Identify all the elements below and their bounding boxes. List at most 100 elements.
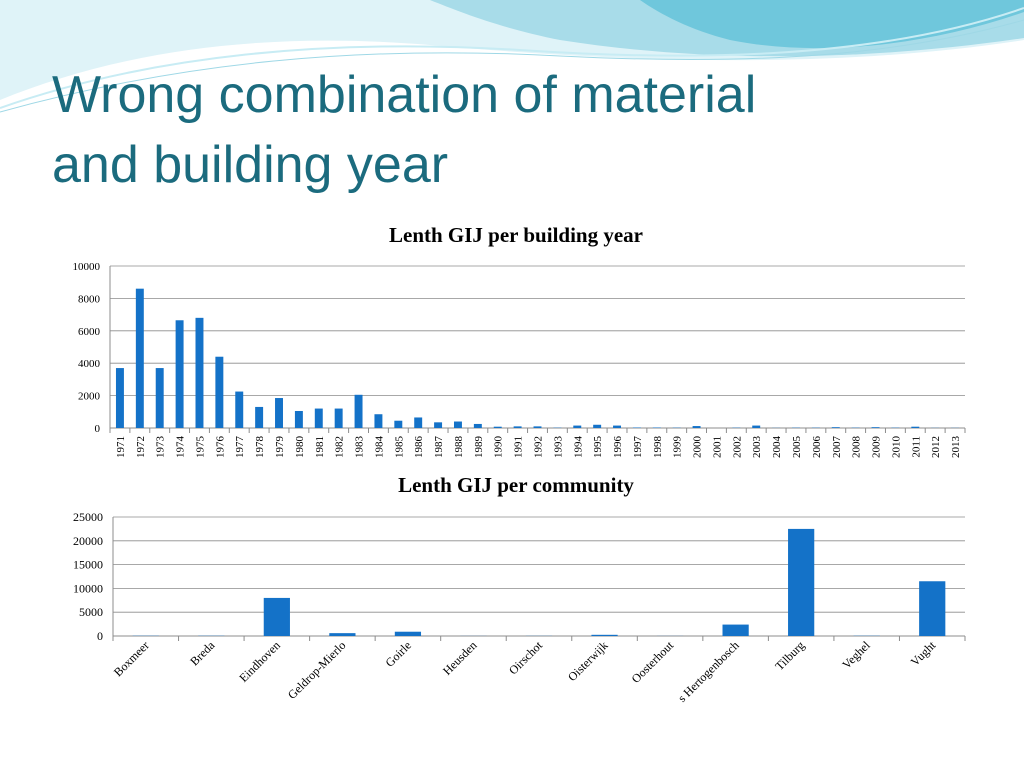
x-tick-label: Boxmeer [111,638,152,679]
y-tick-label: 5000 [79,605,103,619]
y-tick-label: 0 [95,423,101,435]
bar-1978 [255,406,264,428]
bar-geldrop-mierlo [329,633,356,636]
x-tick-label: Goirle [382,638,414,670]
x-tick-label: 2006 [811,436,823,459]
x-tick-label: 1983 [354,436,366,459]
x-tick-label: 2000 [692,436,704,459]
x-tick-label: 2001 [711,436,723,458]
bar-1977 [235,391,244,428]
x-tick-label: 1980 [294,436,306,459]
y-tick-label: 2000 [78,391,101,403]
x-tick-label: 1979 [274,436,286,459]
x-tick-label: 2003 [751,436,763,459]
bar-1976 [215,356,224,428]
x-tick-label: 2010 [890,436,902,459]
x-tick-label: Heusden [440,638,480,678]
x-tick-label: 1997 [632,436,644,459]
slide-title-line-2: and building year [52,136,449,194]
y-tick-label: 10000 [73,261,101,273]
slide-title-line-1: Wrong combination of material [52,66,757,124]
x-tick-label: 1990 [493,436,505,459]
x-tick-label: 2005 [791,436,803,459]
x-tick-label: 1977 [234,436,246,459]
x-tick-label: 1973 [155,436,167,459]
bar-1975 [195,317,204,428]
x-tick-label: Oisterwijk [565,638,611,684]
x-tick-label: 1989 [473,436,485,459]
x-tick-label: Vught [908,638,939,669]
bar-1980 [294,410,303,428]
bar-2003 [752,425,761,428]
x-tick-label: 2013 [950,436,962,459]
x-tick-label: 1972 [135,436,147,458]
x-tick-label: 1992 [533,436,545,458]
bar-1995 [593,424,602,428]
bar-tilburg [788,528,815,636]
slide-title: Wrong combination of material and buildi… [52,60,952,200]
x-tick-label: Geldrop-Mierlo [285,638,349,702]
x-tick-label: Oosterhout [629,638,677,686]
bar-1974 [175,320,184,428]
bar-1984 [374,414,383,428]
bar-oisterwijk [591,634,618,636]
bar-eindhoven [263,597,290,636]
y-tick-label: 0 [97,629,103,643]
x-tick-label: 1993 [552,436,564,459]
x-tick-label: 2002 [731,436,743,458]
x-tick-label: Veghel [839,638,873,672]
x-tick-label: 1999 [672,436,684,459]
bar-vught [919,581,946,636]
x-tick-label: 2009 [871,436,883,459]
x-tick-label: 1995 [592,436,604,459]
x-tick-label: 1985 [393,436,405,459]
x-tick-label: 2012 [930,436,942,458]
y-tick-label: 10000 [73,581,103,595]
x-tick-label: 2011 [910,436,922,458]
chart-community: Lenth GIJ per community 0 5000 10000 15000 20… [73,473,966,705]
bar-1982 [334,408,343,428]
x-tick-label: 1988 [453,436,465,459]
chart-title: Lenth GIJ per building year [389,223,643,247]
x-tick-label: Oirschot [506,638,546,678]
bar-2009 [871,427,880,428]
bar-s-hertogenbosch [722,624,749,636]
bar-1996 [613,425,622,428]
x-tick-label: 1987 [433,436,445,459]
bar-1981 [314,408,323,428]
bar-1988 [453,421,462,428]
bar-1990 [493,426,502,428]
bar-1972 [135,288,144,428]
x-tick-label: 1982 [334,436,346,458]
y-tick-label: 20000 [73,534,103,548]
x-tick-label: 2007 [831,436,843,459]
y-tick-label: 25000 [73,510,103,524]
chart-building-year: Lenth GIJ per building year 0 2000 4000 6000… [73,223,966,458]
bar-1991 [513,426,522,428]
x-tick-label: 1996 [612,436,624,459]
bar-goirle [394,631,422,636]
bar-1994 [573,425,582,428]
bar-1986 [414,417,423,428]
bar-1971 [115,368,124,428]
x-tick-label: 1974 [175,436,187,459]
x-tick-label: s Hertogenbosch [675,638,742,705]
x-tick-label: 1976 [214,436,226,459]
x-tick-label: 1971 [115,436,127,458]
x-tick-label: Eindhoven [236,638,283,685]
y-tick-label: 4000 [78,358,101,370]
x-tick-label: 1991 [513,436,525,458]
bar-1987 [434,422,443,428]
bar-2011 [911,426,920,428]
x-tick-label: 1978 [254,436,266,459]
bar-1979 [275,398,283,428]
bar-2000 [692,426,701,428]
x-tick-label: 2004 [771,436,783,459]
chart-title: Lenth GIJ per community [398,473,634,497]
x-tick-label: 1994 [572,436,584,459]
x-tick-label: 1984 [373,436,385,459]
x-tick-label: 1981 [314,436,326,458]
bar-1983 [354,394,363,428]
x-tick-label: Breda [187,638,218,669]
